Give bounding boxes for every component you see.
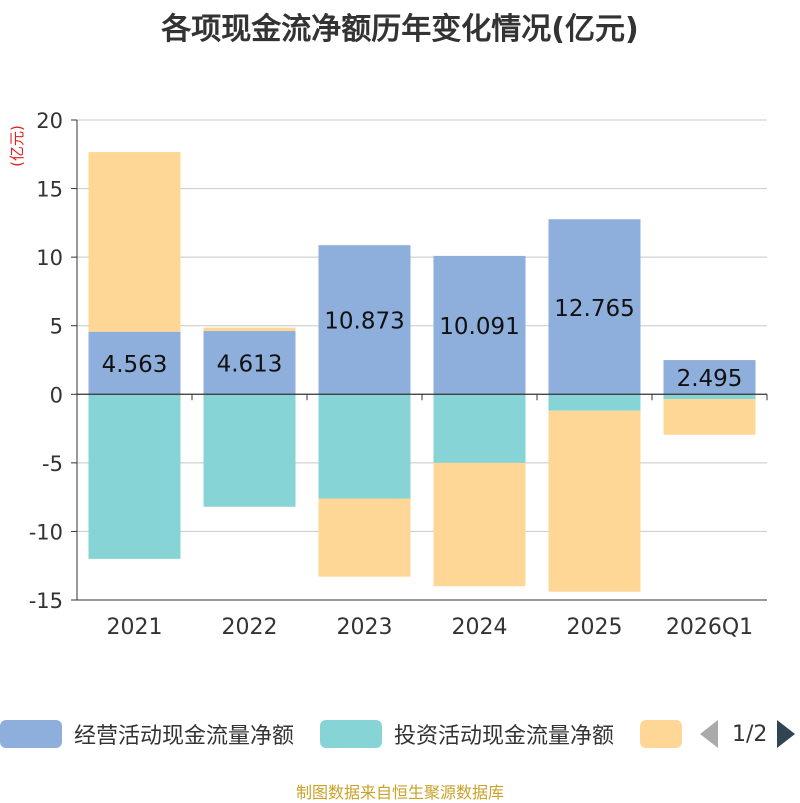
bar-investing: [203, 394, 296, 507]
x-tick-label: 2023: [337, 615, 393, 640]
x-tick-label: 2025: [567, 615, 623, 640]
y-tick-label: -15: [29, 589, 63, 613]
x-tick-label: 2022: [222, 615, 278, 640]
bar-data-label: 4.613: [217, 352, 283, 378]
legend-item-third-series[interactable]: [640, 716, 694, 752]
x-tick-label: 2026Q1: [666, 615, 753, 640]
y-tick-label: 10: [36, 246, 63, 270]
x-tick-label: 2024: [452, 615, 508, 640]
chart-title: 各项现金流净额历年变化情况(亿元): [161, 12, 639, 47]
bar-third: [548, 410, 641, 592]
y-tick-label: -10: [29, 520, 63, 544]
legend-swatch-operating: [0, 720, 62, 748]
bar-investing: [548, 394, 641, 411]
bar-operating: [318, 245, 411, 395]
bar-third: [203, 327, 296, 332]
bar-investing: [88, 394, 181, 559]
y-tick-label: -5: [42, 452, 63, 476]
legend-pager: 1/2: [700, 716, 796, 752]
legend-label-operating: 经营活动现金流量净额: [74, 724, 295, 749]
bar-investing: [663, 394, 756, 400]
legend-next-page-icon[interactable]: [777, 720, 796, 748]
legend-label-investing: 投资活动现金流量净额: [394, 724, 615, 749]
legend-item-operating[interactable]: 经营活动现金流量净额: [0, 716, 294, 752]
source-note: 制图数据来自恒生聚源数据库: [295, 783, 504, 802]
bar-data-label: 10.091: [439, 314, 519, 340]
bar-investing: [318, 394, 411, 499]
legend-swatch-third-series: [640, 720, 682, 748]
legend-swatch-investing: [320, 720, 382, 748]
bar-operating: [663, 360, 756, 395]
legend-prev-page-icon[interactable]: [700, 720, 718, 748]
bar-data-label: 4.563: [102, 352, 168, 378]
bar-operating: [433, 255, 526, 395]
bar-investing: [433, 394, 526, 463]
bar-operating: [548, 219, 641, 395]
x-tick-label: 2021: [107, 615, 163, 640]
bar-third: [663, 399, 756, 435]
bar-third: [88, 152, 181, 332]
y-tick-label: 5: [50, 315, 63, 339]
legend-page-indicator: 1/2: [732, 721, 768, 747]
legend-item-investing[interactable]: 投资活动现金流量净额: [320, 716, 614, 752]
bar-third: [433, 462, 526, 587]
y-tick-label: 0: [50, 383, 63, 407]
bar-operating: [88, 331, 181, 395]
bar-data-label: 2.495: [677, 366, 743, 392]
y-axis-unit-label: (亿元): [8, 125, 26, 167]
bar-operating: [203, 331, 296, 395]
y-tick-label: 20: [36, 109, 63, 133]
bar-third: [318, 498, 411, 577]
bar-data-label: 12.765: [554, 296, 634, 322]
y-tick-label: 15: [36, 178, 63, 202]
bar-data-label: 10.873: [324, 309, 404, 335]
